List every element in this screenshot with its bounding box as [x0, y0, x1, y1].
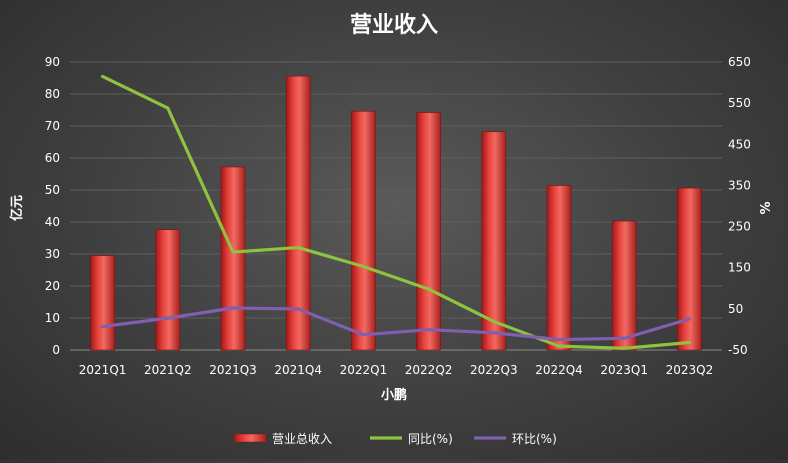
x-tick-label: 2021Q1: [79, 363, 127, 377]
x-tick-label: 2022Q3: [470, 363, 518, 377]
bar: [546, 185, 572, 351]
x-tick-label: 2022Q2: [405, 363, 453, 377]
y-tick-label: 90: [45, 55, 60, 69]
bar: [90, 255, 115, 351]
y2-tick-label: 250: [728, 220, 751, 234]
y-tick-label: 70: [45, 119, 60, 133]
x-tick-label: 2022Q4: [535, 363, 583, 377]
bar: [285, 75, 311, 351]
legend-swatch: [233, 433, 267, 443]
y2-axis-title: %: [759, 201, 774, 214]
x-tick-label: 2021Q4: [274, 363, 322, 377]
x-tick-label: 2022Q1: [340, 363, 388, 377]
y2-tick-label: 650: [728, 55, 751, 69]
bar: [155, 229, 181, 351]
bar: [416, 112, 441, 351]
y-tick-label: 50: [45, 183, 60, 197]
legend-label: 环比(%): [512, 432, 557, 446]
chart-title: 营业收入: [350, 12, 438, 38]
bar: [677, 187, 702, 351]
y2-tick-label: 450: [728, 137, 751, 151]
y-tick-label: 20: [45, 279, 60, 293]
y2-tick-label: 150: [728, 261, 751, 275]
y2-tick-label: 350: [728, 178, 751, 192]
x-tick-label: 2021Q2: [144, 363, 192, 377]
y-tick-label: 10: [45, 311, 60, 325]
bar: [220, 166, 246, 351]
legend-label: 营业总收入: [272, 432, 332, 446]
y-axis-title: 亿元: [9, 195, 25, 221]
y2-tick-label: 50: [728, 302, 743, 316]
legend-label: 同比(%): [408, 432, 453, 446]
series-line: [100, 306, 692, 342]
lines: [100, 74, 692, 350]
bar: [481, 131, 507, 351]
y-tick-label: 80: [45, 87, 60, 101]
x-axis-title: 小鹏: [381, 387, 407, 403]
series-line: [100, 74, 692, 350]
legend: 营业总收入 同比(%) 环比(%): [233, 432, 557, 446]
bars: [90, 75, 702, 351]
x-tick-label: 2023Q2: [666, 363, 714, 377]
y-tick-label: 0: [52, 343, 60, 357]
bar: [611, 220, 637, 351]
tick-labels: 0 10 20 30 40 50 60 70 80 90 -50 50 150 250 350 450 550 6…: [45, 55, 751, 377]
bar: [351, 110, 376, 351]
x-tick-label: 2021Q3: [209, 363, 257, 377]
y-tick-label: 30: [45, 247, 60, 261]
x-tick-label: 2023Q1: [600, 363, 648, 377]
y-tick-label: 60: [45, 151, 60, 165]
y-tick-label: 40: [45, 215, 60, 229]
y2-tick-label: -50: [728, 343, 748, 357]
y2-tick-label: 550: [728, 96, 751, 110]
